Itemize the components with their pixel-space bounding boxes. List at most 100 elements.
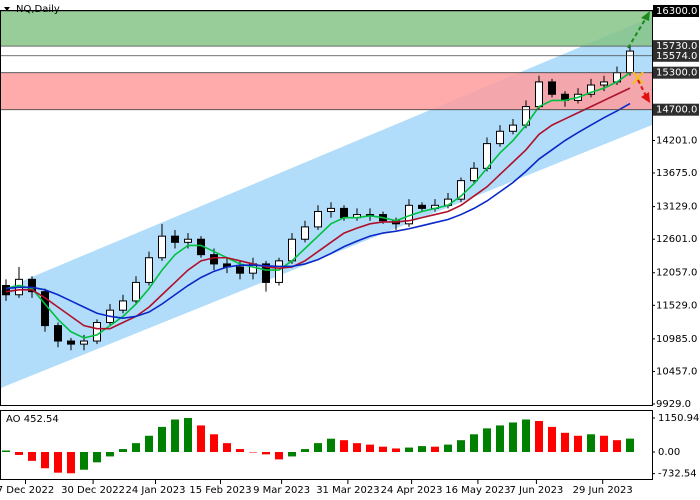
price-zone [1, 10, 652, 47]
ao-bar [28, 452, 36, 461]
candle-body [600, 81, 608, 86]
ao-bar [275, 452, 283, 460]
ao-bar [626, 438, 634, 452]
ao-name: AO [6, 414, 21, 425]
candle-body [2, 285, 10, 296]
ao-bar [184, 418, 192, 452]
ao-bar [574, 435, 582, 452]
ao-bar [587, 434, 595, 452]
y-tick-label: -732.54 [658, 469, 697, 480]
ao-bar [236, 449, 244, 452]
ao-bar [561, 432, 569, 452]
x-tick-label: 16 May 2023 [445, 485, 510, 496]
candle-body [275, 260, 283, 283]
y-tick-label: 1150.94 [658, 413, 699, 424]
candle-body [93, 322, 101, 342]
candle-body [457, 180, 465, 200]
ao-bar [41, 452, 49, 469]
candle-body [314, 210, 322, 228]
ao-bar [470, 434, 478, 452]
ao-bar [119, 449, 127, 452]
candle-body [418, 204, 426, 209]
ao-panel: 1150.94 0.00 -732.54 [2, 413, 699, 480]
level-label-box [653, 66, 699, 79]
level-label: 14700.0 [656, 105, 697, 116]
candle-body [236, 266, 244, 274]
candle-body [28, 278, 36, 293]
title-marker [4, 7, 10, 11]
ao-bar [444, 444, 452, 452]
y-tick-label: 0.00 [658, 447, 680, 458]
ao-frame [0, 410, 653, 480]
ao-title: AO 452.54 [6, 414, 59, 425]
level-label: 15574.0 [656, 51, 697, 62]
ao-bar [327, 438, 335, 452]
x-tick-label: 29 Jun 2023 [573, 485, 633, 496]
price-frame [0, 10, 653, 406]
candle-body [67, 340, 75, 345]
ao-bar [2, 450, 10, 452]
price-zone [1, 72, 652, 110]
y-tick-label: 14201.0 [656, 135, 697, 146]
moving-average [5, 102, 631, 320]
price-panel: 14201.0 13675.0 13129.0 12601.0 12057.0 11529… [0, 4, 699, 496]
candle-body [301, 226, 309, 240]
ao-bar [223, 443, 231, 452]
ao-bar [54, 452, 62, 473]
y-tick-label: 13675.0 [656, 168, 697, 179]
target-arrowhead-up [641, 11, 650, 21]
target-arrow-up [627, 17, 647, 49]
candle-body [171, 235, 179, 243]
ao-bar [171, 419, 179, 452]
x-tick-label: 15 Feb 2023 [189, 485, 251, 496]
level-label-box [653, 49, 699, 62]
ao-bar [496, 425, 504, 452]
y-tick-label: 11529.0 [656, 300, 697, 311]
moving-average [5, 87, 631, 330]
ao-bar [145, 435, 153, 452]
moving-average [5, 72, 631, 339]
ao-bar [314, 443, 322, 452]
ao-bar [548, 426, 556, 452]
ao-bar [405, 447, 413, 452]
level-label: 15300.0 [656, 68, 697, 79]
x-tick-label: 9 Mar 2023 [253, 485, 310, 496]
level-label-box [653, 4, 699, 17]
target-arrowhead-down [641, 92, 650, 103]
ao-bar [301, 449, 309, 452]
candle-body [509, 124, 517, 132]
x-tick-label: 24 Jan 2023 [126, 485, 186, 496]
candle-body [80, 340, 88, 345]
ao-bar [457, 440, 465, 452]
x-tick-label: 24 Apr 2023 [381, 485, 443, 496]
ao-bar [600, 435, 608, 452]
candle-body [587, 84, 595, 95]
level-label-box [653, 40, 699, 53]
candle-body [262, 263, 270, 283]
ao-bar [210, 434, 218, 452]
ao-bar [392, 448, 400, 452]
ao-bar [522, 419, 530, 452]
ao-bar [535, 420, 543, 452]
candle-body [119, 300, 127, 311]
ao-bar [93, 452, 101, 463]
y-tick-label: 13129.0 [656, 202, 697, 213]
x-tick-label: 7 Jun 2023 [510, 485, 564, 496]
candle-body [340, 207, 348, 219]
ao-bar [132, 443, 140, 452]
candle-body [54, 325, 62, 342]
y-tick-label: 10457.0 [656, 366, 697, 377]
ao-bar [197, 425, 205, 452]
x-tick-label: 30 Dec 2022 [61, 485, 125, 496]
ao-bar [106, 452, 114, 457]
ao-bar [288, 452, 296, 457]
ao-bar [67, 452, 75, 474]
level-label: 15730.0 [656, 41, 697, 52]
x-tick-label: 7 Dec 2022 [0, 485, 54, 496]
ao-bar [613, 440, 621, 452]
candle-body [327, 207, 335, 212]
ao-bar [262, 452, 270, 455]
ao-bar [483, 428, 491, 452]
